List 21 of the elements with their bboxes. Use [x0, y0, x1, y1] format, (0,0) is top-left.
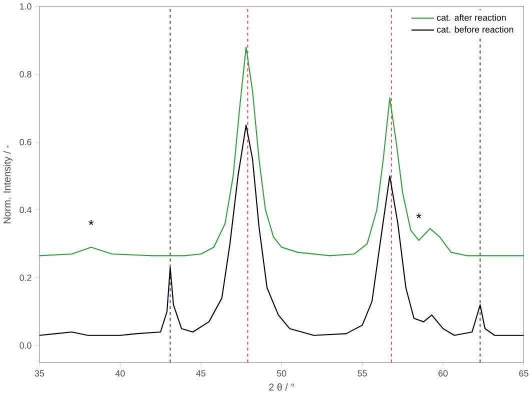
x-tick-label: 45 [196, 370, 206, 376]
x-axis-title: 2 θ / ° [269, 383, 294, 391]
x-tick-label: 35 [34, 370, 44, 377]
y-axis-title: Norm. Intensity / - [3, 145, 13, 224]
line-series [39, 46, 524, 256]
y-tick-label: 0.8 [20, 71, 32, 78]
x-tick-label: 50 [276, 370, 286, 377]
y-tick-label: 0.6 [20, 138, 32, 146]
x-tick-label: 65 [519, 370, 528, 377]
x-tick-label: 55 [358, 370, 367, 376]
legend-label: cat. before reaction [436, 26, 514, 33]
x-tick-label: 60 [438, 370, 448, 377]
line-series [39, 124, 524, 336]
y-tick-label: 0.4 [20, 206, 32, 214]
annotation: * [416, 213, 422, 218]
annotation: * [88, 220, 94, 226]
y-tick-label: 0.0 [20, 342, 32, 349]
y-tick-label: 0.2 [20, 274, 32, 281]
x-tick-label: 40 [115, 370, 125, 377]
y-tick-label: 1.0 [20, 3, 32, 10]
legend-label: cat. after reaction [436, 14, 506, 21]
